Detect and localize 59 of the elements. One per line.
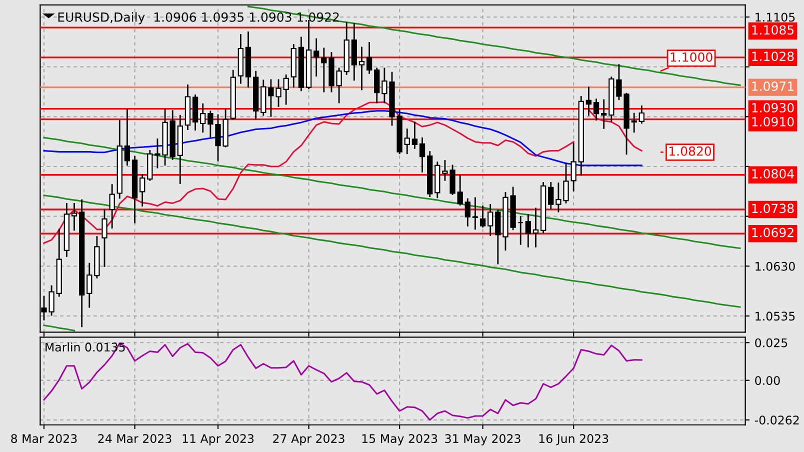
candlestick [518, 216, 524, 245]
candlestick [109, 184, 115, 229]
candlestick [495, 210, 501, 264]
y-tick-label: 0.025 [755, 338, 788, 348]
x-tick-label: 27 Apr 2023 [273, 434, 344, 446]
candlestick [321, 48, 327, 92]
ref-line-label: 1.0910 [752, 116, 794, 126]
candlestick [124, 109, 130, 166]
y-tick-label: -0.0262 [754, 416, 799, 425]
y-tick-label: 1.0630 [756, 262, 795, 271]
candlestick [472, 197, 478, 230]
candlestick [283, 74, 289, 105]
candlestick [412, 122, 418, 149]
candlestick [366, 42, 372, 74]
line-series [43, 194, 741, 308]
ref-line-label: 1.0971 [752, 81, 794, 91]
candlestick [71, 203, 78, 231]
ref-line-label: 1.1085 [752, 25, 794, 35]
candlestick [86, 262, 92, 308]
y-tick-label: 0.00 [755, 376, 780, 386]
x-tick-label: 16 Jun 2023 [539, 434, 608, 446]
candlestick [480, 206, 486, 228]
x-tick-label: 24 Mar 2023 [98, 434, 172, 444]
ref-line-label: 1.1028 [752, 52, 794, 62]
candlestick [404, 128, 410, 154]
ref-line-label: 1.0930 [752, 102, 794, 112]
line-series [43, 136, 741, 250]
candlestick [140, 174, 146, 207]
x-tick-label: 31 May 2023 [445, 434, 520, 446]
candlestick [593, 98, 600, 121]
candlestick [374, 68, 380, 104]
y-tick-label: 1.0535 [756, 312, 795, 321]
line-series [247, 6, 741, 86]
candlestick [601, 99, 607, 129]
candlestick [548, 182, 554, 210]
x-tick-label: 11 Apr 2023 [182, 434, 254, 446]
ref-line-label: 1.0804 [752, 169, 794, 179]
x-tick-label: 15 May 2023 [362, 434, 438, 446]
candlestick [358, 46, 365, 90]
candlestick [419, 137, 426, 172]
candlestick [200, 103, 206, 133]
candlestick [631, 112, 637, 133]
ref-line-label: 1.0692 [752, 228, 794, 238]
annotation: 1.0820 [670, 146, 712, 156]
x-tick-label: 8 Mar 2023 [11, 434, 77, 444]
candlestick [586, 86, 592, 116]
candlestick [488, 204, 494, 236]
candlestick [102, 209, 108, 267]
candlestick [532, 208, 539, 248]
candlestick [638, 105, 644, 124]
candlestick [314, 38, 320, 76]
y-tick-label: 1.1105 [756, 12, 795, 22]
annotation: 1.1000 [670, 52, 712, 62]
candlestick [464, 198, 470, 226]
candlestick [525, 214, 531, 248]
candlestick [208, 110, 214, 138]
candlestick [457, 175, 463, 206]
line-series [43, 342, 642, 421]
ref-line-label: 1.0738 [752, 204, 794, 214]
